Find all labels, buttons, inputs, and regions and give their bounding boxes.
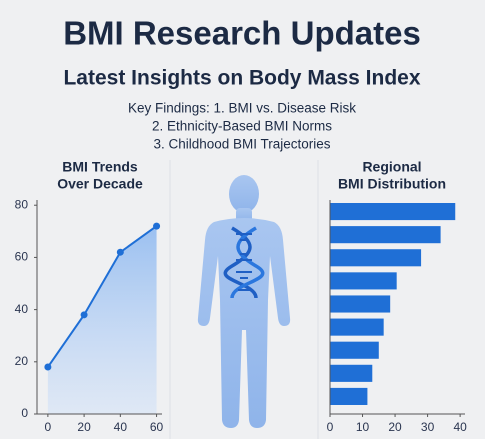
y-tick-label: 40	[15, 302, 29, 316]
point	[116, 248, 124, 256]
x-tick-label: 40	[114, 420, 128, 434]
chart-title: Regional	[362, 159, 421, 175]
point	[153, 222, 161, 230]
line	[47, 225, 158, 368]
y-tick-label: 0	[21, 406, 28, 420]
x-tick-label: 10	[356, 420, 370, 434]
y-tick-label: 80	[15, 197, 29, 211]
chart-title: Over Decade	[57, 176, 143, 192]
human-figure	[197, 175, 291, 428]
subtitle: Latest Insights on Body Mass Index	[63, 67, 420, 90]
bar	[330, 364, 373, 382]
finding: 2. Ethnicity-Based BMI Norms	[152, 119, 332, 134]
x-tick-label: 0	[45, 420, 52, 434]
bar	[330, 387, 368, 405]
point	[80, 311, 88, 319]
chart-title: BMI Trends	[62, 159, 138, 175]
y-tick-label: 60	[15, 250, 29, 264]
bar	[330, 295, 391, 313]
title: BMI Research Updates	[63, 15, 421, 52]
bar	[330, 341, 379, 359]
dna-icon	[223, 226, 265, 299]
x-tick-label: 60	[150, 420, 164, 434]
bar	[330, 249, 422, 267]
bar	[330, 272, 397, 290]
bar	[330, 226, 441, 244]
x-tick-label: 40	[453, 420, 467, 434]
area	[47, 226, 157, 414]
x-tick-label: 30	[421, 420, 435, 434]
x-tick-label: 20	[77, 420, 91, 434]
point	[44, 363, 52, 371]
chart-title: BMI Distribution	[338, 176, 446, 192]
x-tick-label: 0	[327, 420, 334, 434]
x-tick-label: 20	[388, 420, 402, 434]
finding: 3. Childhood BMI Trajectories	[153, 137, 330, 152]
finding: Key Findings: 1. BMI vs. Disease Risk	[128, 101, 356, 116]
bar	[330, 203, 456, 221]
y-tick-label: 20	[15, 354, 29, 368]
bar	[330, 318, 384, 336]
